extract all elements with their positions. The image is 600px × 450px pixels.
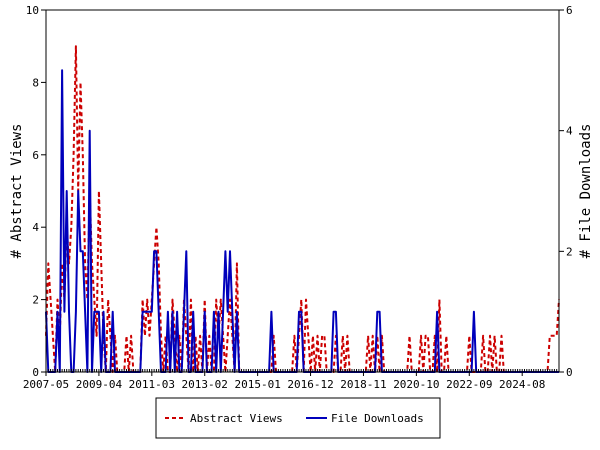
x-tick-label: 2018-11 — [340, 378, 386, 391]
legend-label-file-downloads: File Downloads — [331, 412, 424, 425]
x-tick-label: 2022-09 — [446, 378, 492, 391]
x-tick-label: 2013-02 — [182, 378, 228, 391]
x-tick-label: 2009-04 — [76, 378, 123, 391]
y2-tick-label: 2 — [566, 245, 573, 258]
legend-label-abstract-views: Abstract Views — [190, 412, 283, 425]
x-tick-label: 2015-01 — [234, 378, 280, 391]
y2-tick-label: 6 — [566, 4, 573, 17]
y-tick-label: 4 — [32, 221, 39, 234]
y-tick-label: 6 — [32, 149, 39, 162]
y2-axis-title: # File Downloads — [578, 124, 594, 259]
legend: Abstract Views File Downloads — [155, 397, 441, 439]
y2-tick-label: 0 — [566, 366, 573, 379]
x-tick-label: 2007-05 — [23, 378, 69, 391]
x-tick-label: 2016-12 — [287, 378, 333, 391]
legend-box — [155, 397, 441, 439]
plot-frame — [45, 9, 560, 373]
x-tick-label: 2024-08 — [499, 378, 545, 391]
y2-tick-label: 4 — [566, 125, 573, 138]
x-tick-label: 2020-10 — [393, 378, 439, 391]
axis-layer: 2007-05 2009-04 2011-03 2013-02 2015-01 2016-… — [23, 4, 573, 391]
y-tick-label: 8 — [32, 76, 39, 89]
x-tick-label: 2011-03 — [129, 378, 175, 391]
y-axis-title: # Abstract Views — [9, 124, 25, 259]
y-tick-label: 2 — [32, 294, 39, 307]
y-tick-label: 0 — [32, 366, 39, 379]
y-tick-label: 10 — [26, 4, 39, 17]
